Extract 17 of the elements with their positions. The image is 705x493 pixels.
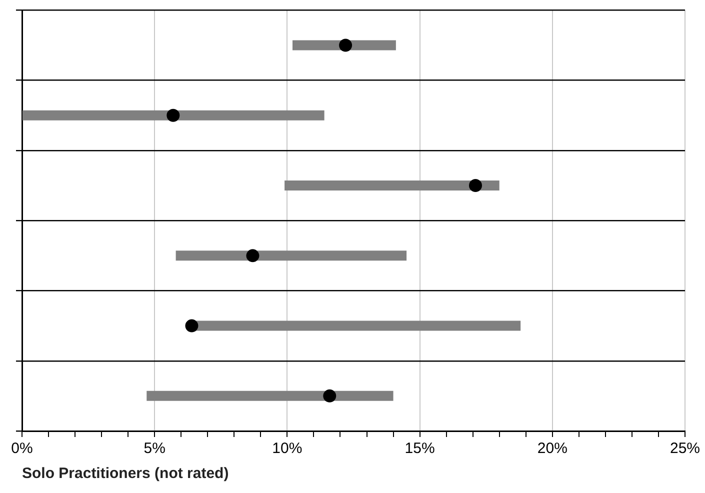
bar [146,390,394,401]
point [323,389,336,402]
x-axis-title: Solo Practitioners (not rated) [22,465,229,482]
x-tick-label: 0% [11,440,33,458]
x-tick-label: 10% [272,440,302,458]
bar [22,110,324,120]
point [166,108,180,122]
point [185,319,198,332]
x-tick-label: 5% [144,440,166,458]
bar [284,180,500,191]
point [339,38,352,52]
x-tick-label: 15% [404,440,435,458]
x-tick-label: 25% [670,440,700,458]
x-tick-label: 20% [537,440,568,458]
point [468,179,482,192]
bar [176,250,407,261]
point [246,249,260,262]
